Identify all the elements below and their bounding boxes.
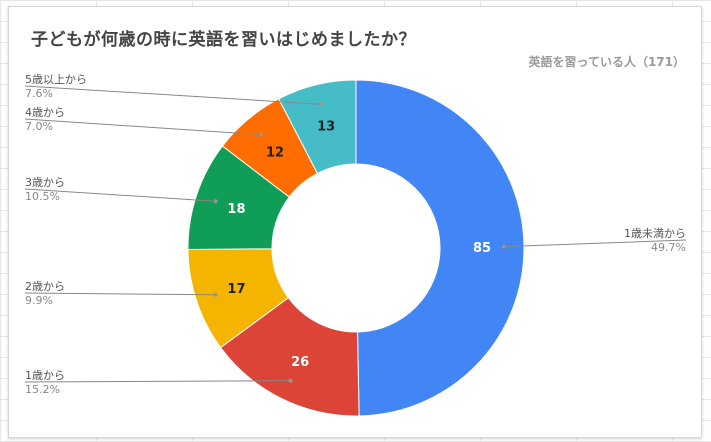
slice-percent-label: 49.7% (651, 241, 686, 254)
slice-percent-label: 9.9% (25, 294, 53, 307)
slice-percent-label: 7.6% (25, 87, 53, 100)
leader-line (24, 188, 216, 202)
slice-5[interactable] (278, 79, 357, 175)
slice-category-label: 1歳未満から (624, 227, 686, 240)
slice-value-label: 85 (473, 241, 491, 256)
leader-line (24, 118, 261, 136)
slice-value-label: 13 (317, 120, 335, 135)
slice-category-label: 2歳から (25, 280, 65, 293)
leader-line (503, 239, 687, 248)
slice-percent-label: 15.2% (25, 383, 60, 396)
chart-subtitle: 英語を習っている人（171） (528, 55, 685, 69)
slice-value-label: 18 (227, 202, 245, 217)
slice-category-label: 3歳から (25, 176, 65, 189)
slice-category-label: 4歳から (25, 106, 65, 119)
slice-value-label: 26 (291, 355, 309, 370)
chart-title: 子どもが何歳の時に英語を習いはじめましたか？ (31, 30, 416, 50)
slice-category-label: 5歳以上から (25, 73, 87, 86)
slice-value-label: 17 (227, 282, 245, 297)
leader-line (24, 85, 322, 105)
slice-value-label: 12 (266, 145, 284, 160)
slice-percent-label: 7.0% (25, 120, 53, 133)
slice-category-label: 1歳から (25, 369, 65, 382)
leader-line (24, 292, 216, 296)
slice-percent-label: 10.5% (25, 190, 60, 203)
leader-line (24, 380, 291, 383)
slice-0[interactable] (355, 79, 525, 417)
